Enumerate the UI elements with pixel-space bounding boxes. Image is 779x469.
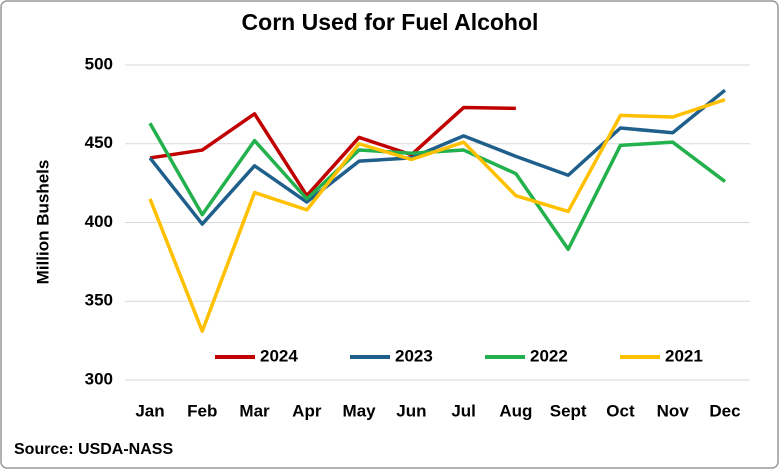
x-tick-label: May <box>343 401 377 420</box>
y-tick-label: 500 <box>85 54 113 73</box>
y-tick-label: 300 <box>85 369 113 388</box>
x-tick-label: Aug <box>499 401 532 420</box>
legend-label: 2022 <box>530 346 568 365</box>
chart-title: Corn Used for Fuel Alcohol <box>242 9 539 35</box>
x-tick-label: Feb <box>187 401 217 420</box>
x-tick-label: Jul <box>451 401 476 420</box>
legend-label: 2024 <box>260 346 298 365</box>
x-tick-label: Apr <box>292 401 322 420</box>
y-tick-label: 350 <box>85 291 113 310</box>
x-tick-label: Jun <box>396 401 426 420</box>
legend-label: 2021 <box>665 346 703 365</box>
legend-label: 2023 <box>395 346 433 365</box>
y-axis-label: Million Bushels <box>33 160 52 285</box>
x-tick-label: Nov <box>657 401 690 420</box>
x-tick-label: Mar <box>239 401 270 420</box>
series-line <box>148 97 726 333</box>
y-tick-label: 450 <box>85 133 113 152</box>
x-tick-label: Sept <box>550 401 587 420</box>
x-tick-label: Dec <box>709 401 740 420</box>
series-line <box>148 88 727 226</box>
y-tick-label: 400 <box>85 212 113 231</box>
x-tick-label: Jan <box>135 401 164 420</box>
series-line <box>149 105 516 198</box>
x-tick-label: Oct <box>606 401 635 420</box>
source-note: Source: USDA-NASS <box>14 441 173 458</box>
